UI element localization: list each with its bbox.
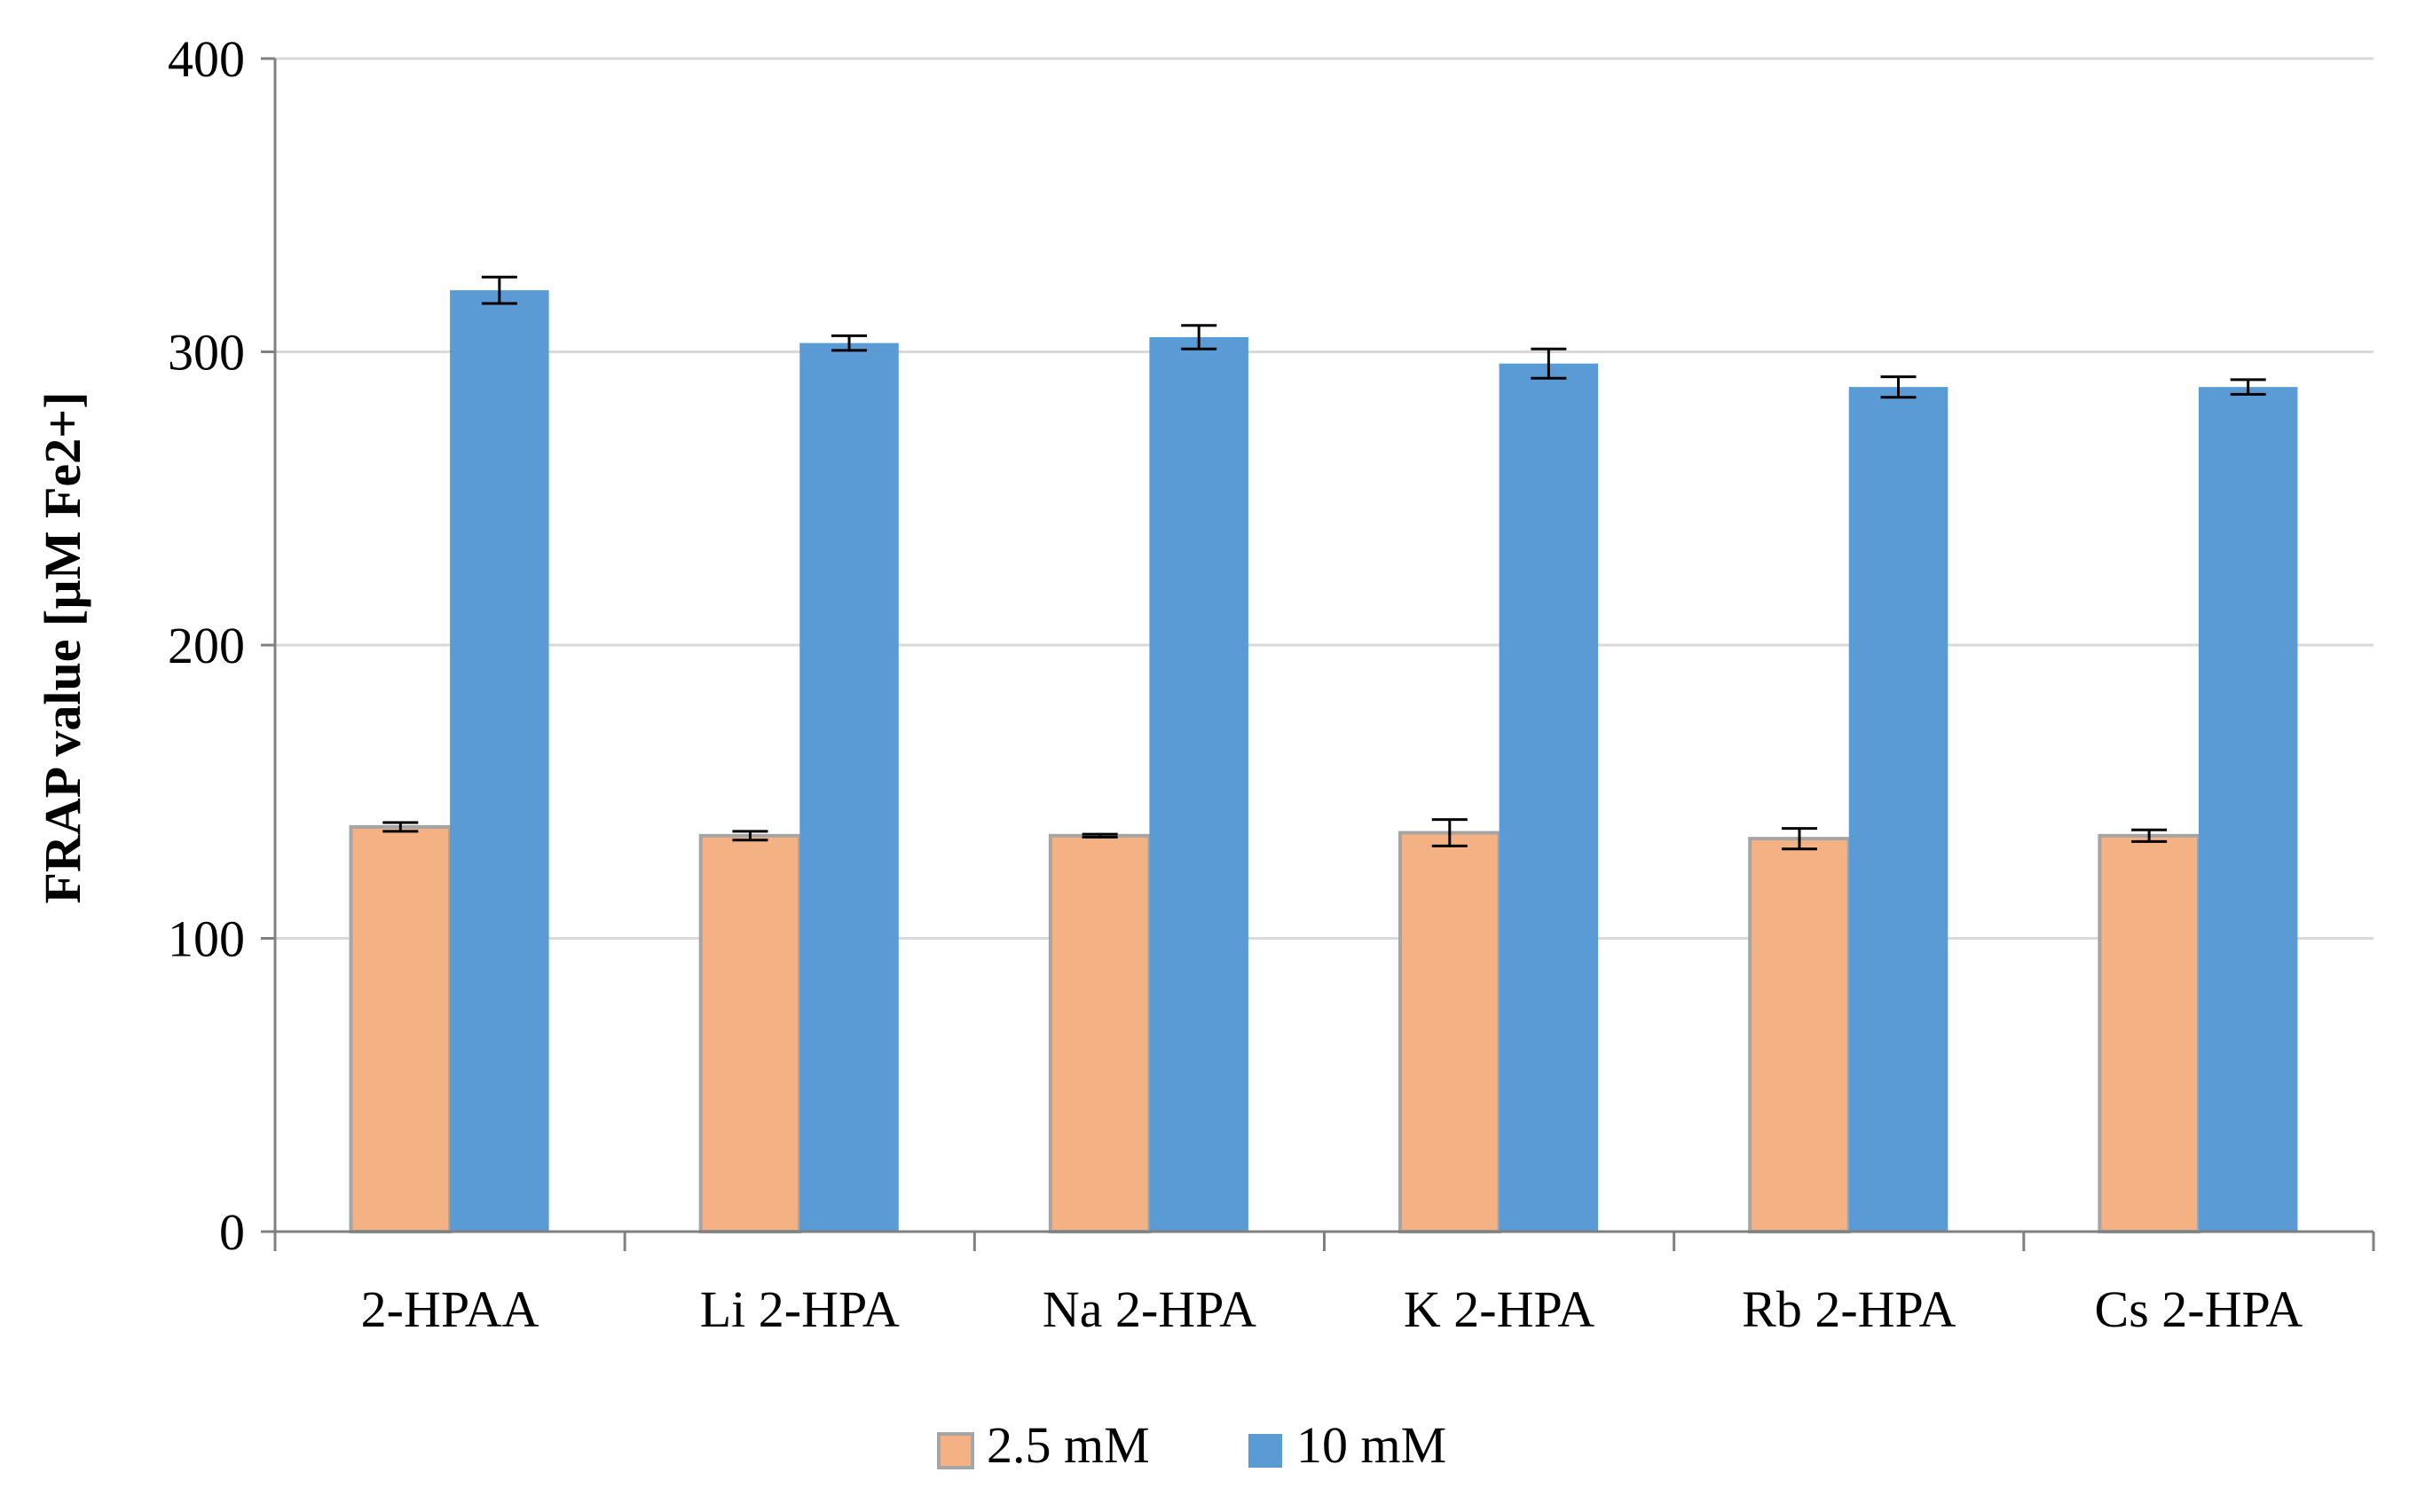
bar-high-3 — [1499, 363, 1599, 1232]
y-tick-label: 0 — [219, 1203, 245, 1261]
bar-low-0 — [349, 824, 453, 1233]
x-tick-label: K 2-HPA — [1404, 1280, 1595, 1338]
bars — [349, 290, 2298, 1234]
x-tick-label: Cs 2-HPA — [2095, 1280, 2303, 1338]
y-tick-label: 200 — [168, 617, 245, 674]
y-tick-label: 300 — [168, 324, 245, 382]
bar-high-1 — [799, 343, 899, 1232]
x-tick-label: Na 2-HPA — [1043, 1280, 1256, 1338]
gridlines — [275, 57, 2374, 940]
bar-low-5 — [2098, 833, 2200, 1233]
bar-low-3 — [1398, 831, 1501, 1234]
legend-label-1: 10 mM — [1296, 1416, 1446, 1474]
axes — [261, 57, 2375, 1251]
bar-high-2 — [1149, 336, 1248, 1232]
legend-swatch-1 — [1248, 1434, 1282, 1468]
x-tick-label: 2-HPAA — [361, 1280, 539, 1338]
bar-high-4 — [1848, 387, 1948, 1232]
y-tick-label: 400 — [168, 30, 245, 88]
y-axis-title: FRAP value [µM Fe2+] — [34, 391, 91, 903]
y-tick-label: 100 — [168, 910, 245, 968]
x-tick-label: Li 2-HPA — [700, 1280, 900, 1338]
bar-high-0 — [450, 290, 549, 1232]
legend: 2.5 mM 10 mM — [937, 1416, 1446, 1474]
legend-label-0: 2.5 mM — [987, 1416, 1150, 1474]
legend-swatch-0 — [937, 1432, 974, 1469]
bar-low-1 — [698, 833, 802, 1233]
x-tick-label: Rb 2-HPA — [1742, 1280, 1956, 1338]
bar-low-4 — [1748, 837, 1851, 1233]
bar-high-5 — [2198, 387, 2298, 1232]
error-bars — [382, 275, 2266, 851]
tick-labels: 0 100 200 300 400 2-HPAA Li 2-HPA Na 2-HPA K 2-H… — [168, 30, 2303, 1338]
bar-low-2 — [1048, 833, 1152, 1233]
